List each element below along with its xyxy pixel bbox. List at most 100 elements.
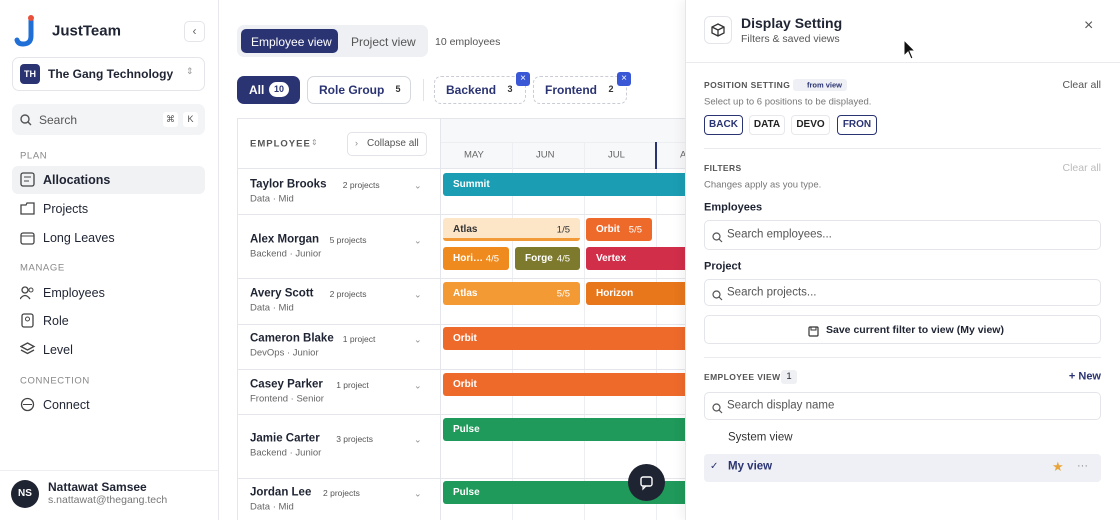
section-title: CONNECTION xyxy=(20,375,90,387)
bar-label: Orbit xyxy=(453,333,477,344)
nav-label[interactable]: Allocations xyxy=(43,172,111,187)
employee-name[interactable]: Taylor Brooks xyxy=(250,178,327,191)
allocation-bar[interactable] xyxy=(443,247,509,270)
view-item[interactable]: My view xyxy=(728,460,773,473)
search-icon xyxy=(20,113,32,126)
nav-icon-svg xyxy=(20,397,35,412)
employee-name[interactable]: Casey Parker xyxy=(250,378,323,391)
view-active-bg xyxy=(704,454,1101,482)
employee-search[interactable] xyxy=(704,220,1101,250)
nav-item[interactable] xyxy=(12,307,205,335)
collapse-all[interactable] xyxy=(347,132,427,156)
position-chip[interactable]: BACK xyxy=(704,115,743,135)
nav-label[interactable]: Role xyxy=(43,313,69,328)
nav-label[interactable]: Connect xyxy=(43,397,90,412)
employee-name[interactable]: Avery Scott xyxy=(250,287,314,300)
nav-item[interactable] xyxy=(12,391,205,419)
employee-name[interactable]: Alex Morgan xyxy=(250,233,320,246)
nav-active-bg xyxy=(12,166,205,194)
bar-label: Summit xyxy=(453,179,490,190)
tab[interactable]: Project view xyxy=(351,35,416,49)
tab[interactable]: Employee view xyxy=(251,35,332,49)
months-top xyxy=(441,142,701,143)
remove-filter[interactable]: × xyxy=(617,72,631,86)
settings-panel xyxy=(685,0,1120,520)
project-count: 5 projects xyxy=(329,234,367,245)
month-label: MAY xyxy=(464,149,484,161)
nav-label[interactable]: Employees xyxy=(43,285,105,300)
allocation-bar[interactable] xyxy=(515,247,580,270)
nav-label[interactable]: Level xyxy=(43,342,73,357)
filter-chip[interactable] xyxy=(237,76,300,104)
row-chevron[interactable]: ⌄ xyxy=(414,180,422,191)
new-view[interactable]: + New xyxy=(1068,370,1101,383)
nav-label[interactable]: Long Leaves xyxy=(43,230,115,245)
row-chevron[interactable]: ⌄ xyxy=(414,235,422,246)
filter-chip[interactable] xyxy=(533,76,627,104)
star-icon[interactable]: ★ xyxy=(1052,459,1064,474)
row-chevron[interactable]: ⌄ xyxy=(414,289,422,300)
employee-name[interactable]: Jordan Lee xyxy=(250,486,312,499)
hint: Changes apply as you type. xyxy=(704,179,822,191)
row-chevron[interactable]: ⌄ xyxy=(414,488,422,499)
sidebar xyxy=(0,0,219,520)
close-button[interactable]: × xyxy=(1084,17,1094,34)
collapse-button[interactable]: ‹ xyxy=(184,21,205,42)
allocation-bar[interactable] xyxy=(443,173,700,196)
position-chip[interactable]: DATA xyxy=(749,115,785,135)
row-chevron[interactable]: ⌄ xyxy=(414,334,422,345)
tab-active xyxy=(241,29,338,53)
clear-all[interactable]: Clear all xyxy=(1062,161,1101,174)
timeline-header-bg xyxy=(441,119,701,168)
search-icon xyxy=(712,230,723,243)
row-chevron[interactable]: ⌄ xyxy=(414,434,422,445)
allocation-bar[interactable] xyxy=(443,218,580,241)
bar-label: Orbit xyxy=(596,224,620,235)
org-selector[interactable] xyxy=(12,57,205,91)
view-item[interactable]: System view xyxy=(728,431,793,444)
bar-ratio: 5/5 xyxy=(556,288,570,300)
employee-role: DevOps · Junior xyxy=(250,347,319,359)
position-chip[interactable]: FRON xyxy=(837,115,877,135)
chat-button[interactable] xyxy=(628,464,665,501)
remove-filter[interactable]: × xyxy=(516,72,530,86)
more-icon[interactable]: ··· xyxy=(1077,460,1088,472)
view-search[interactable] xyxy=(704,392,1101,420)
allocation-bar[interactable] xyxy=(443,327,700,350)
filter-chip[interactable] xyxy=(307,76,411,104)
allocation-bar[interactable] xyxy=(586,247,700,270)
allocation-bar[interactable] xyxy=(443,418,700,441)
nav-item[interactable] xyxy=(12,195,205,223)
save-button[interactable] xyxy=(704,315,1101,344)
clear-all[interactable]: Clear all xyxy=(1062,78,1101,91)
allocation-bar[interactable] xyxy=(443,282,580,305)
table-left xyxy=(237,118,238,520)
collapse-label[interactable]: Collapse all xyxy=(367,138,419,149)
nav-icon xyxy=(20,230,36,246)
nav-item[interactable] xyxy=(12,336,205,364)
employee-name[interactable]: Cameron Blake xyxy=(250,332,334,345)
divider xyxy=(704,148,1101,149)
row-border xyxy=(237,369,697,370)
filter-chip[interactable] xyxy=(434,76,526,104)
employee-role: Data · Mid xyxy=(250,501,294,513)
shortcut-key: K xyxy=(183,112,198,127)
position-chip[interactable]: DEVO xyxy=(791,115,830,135)
nav-item[interactable] xyxy=(12,279,205,307)
section-title: FILTERS xyxy=(704,162,742,173)
header-bottom xyxy=(237,168,697,169)
row-border xyxy=(237,324,697,325)
project-search[interactable] xyxy=(704,279,1101,306)
nav-icon-svg xyxy=(20,172,35,187)
nav-label[interactable]: Projects xyxy=(43,201,89,216)
allocation-bar[interactable] xyxy=(443,373,700,396)
panel-subtitle: Filters & saved views xyxy=(741,32,840,45)
allocation-bar[interactable] xyxy=(586,218,652,241)
allocation-bar[interactable] xyxy=(586,282,700,305)
divider xyxy=(704,357,1101,358)
employee-name[interactable]: Jamie Carter xyxy=(250,432,320,445)
table-top xyxy=(237,118,697,119)
row-chevron[interactable]: ⌄ xyxy=(414,380,422,391)
project-count: 1 project xyxy=(336,379,369,390)
input-placeholder: Search projects... xyxy=(727,285,817,298)
